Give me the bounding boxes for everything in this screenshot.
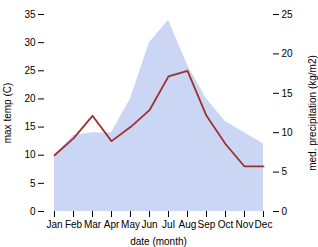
- svg-text:5: 5: [282, 166, 288, 177]
- svg-text:Jun: Jun: [141, 219, 157, 230]
- svg-text:Apr: Apr: [104, 219, 120, 230]
- svg-text:Nov: Nov: [236, 219, 254, 230]
- svg-text:Jan: Jan: [46, 219, 62, 230]
- svg-text:10: 10: [282, 127, 294, 138]
- svg-text:25: 25: [282, 9, 294, 20]
- svg-text:15: 15: [24, 121, 36, 132]
- svg-text:0: 0: [282, 206, 288, 217]
- svg-text:date (month): date (month): [130, 236, 187, 247]
- svg-text:Mar: Mar: [84, 219, 102, 230]
- svg-text:10: 10: [24, 149, 36, 160]
- svg-text:May: May: [121, 219, 140, 230]
- svg-text:20: 20: [24, 93, 36, 104]
- svg-text:Jul: Jul: [162, 219, 175, 230]
- svg-text:Feb: Feb: [65, 219, 83, 230]
- svg-text:Aug: Aug: [179, 219, 197, 230]
- svg-text:Dec: Dec: [255, 219, 273, 230]
- svg-text:0: 0: [30, 206, 36, 217]
- svg-text:35: 35: [24, 9, 36, 20]
- svg-text:5: 5: [30, 178, 36, 189]
- svg-text:max temp (C): max temp (C): [2, 83, 13, 144]
- svg-text:med. precipitation (kg/m2): med. precipitation (kg/m2): [307, 55, 318, 171]
- svg-text:15: 15: [282, 88, 294, 99]
- svg-text:Oct: Oct: [218, 219, 234, 230]
- svg-text:Sep: Sep: [198, 219, 216, 230]
- svg-text:20: 20: [282, 48, 294, 59]
- svg-text:30: 30: [24, 37, 36, 48]
- svg-text:25: 25: [24, 65, 36, 76]
